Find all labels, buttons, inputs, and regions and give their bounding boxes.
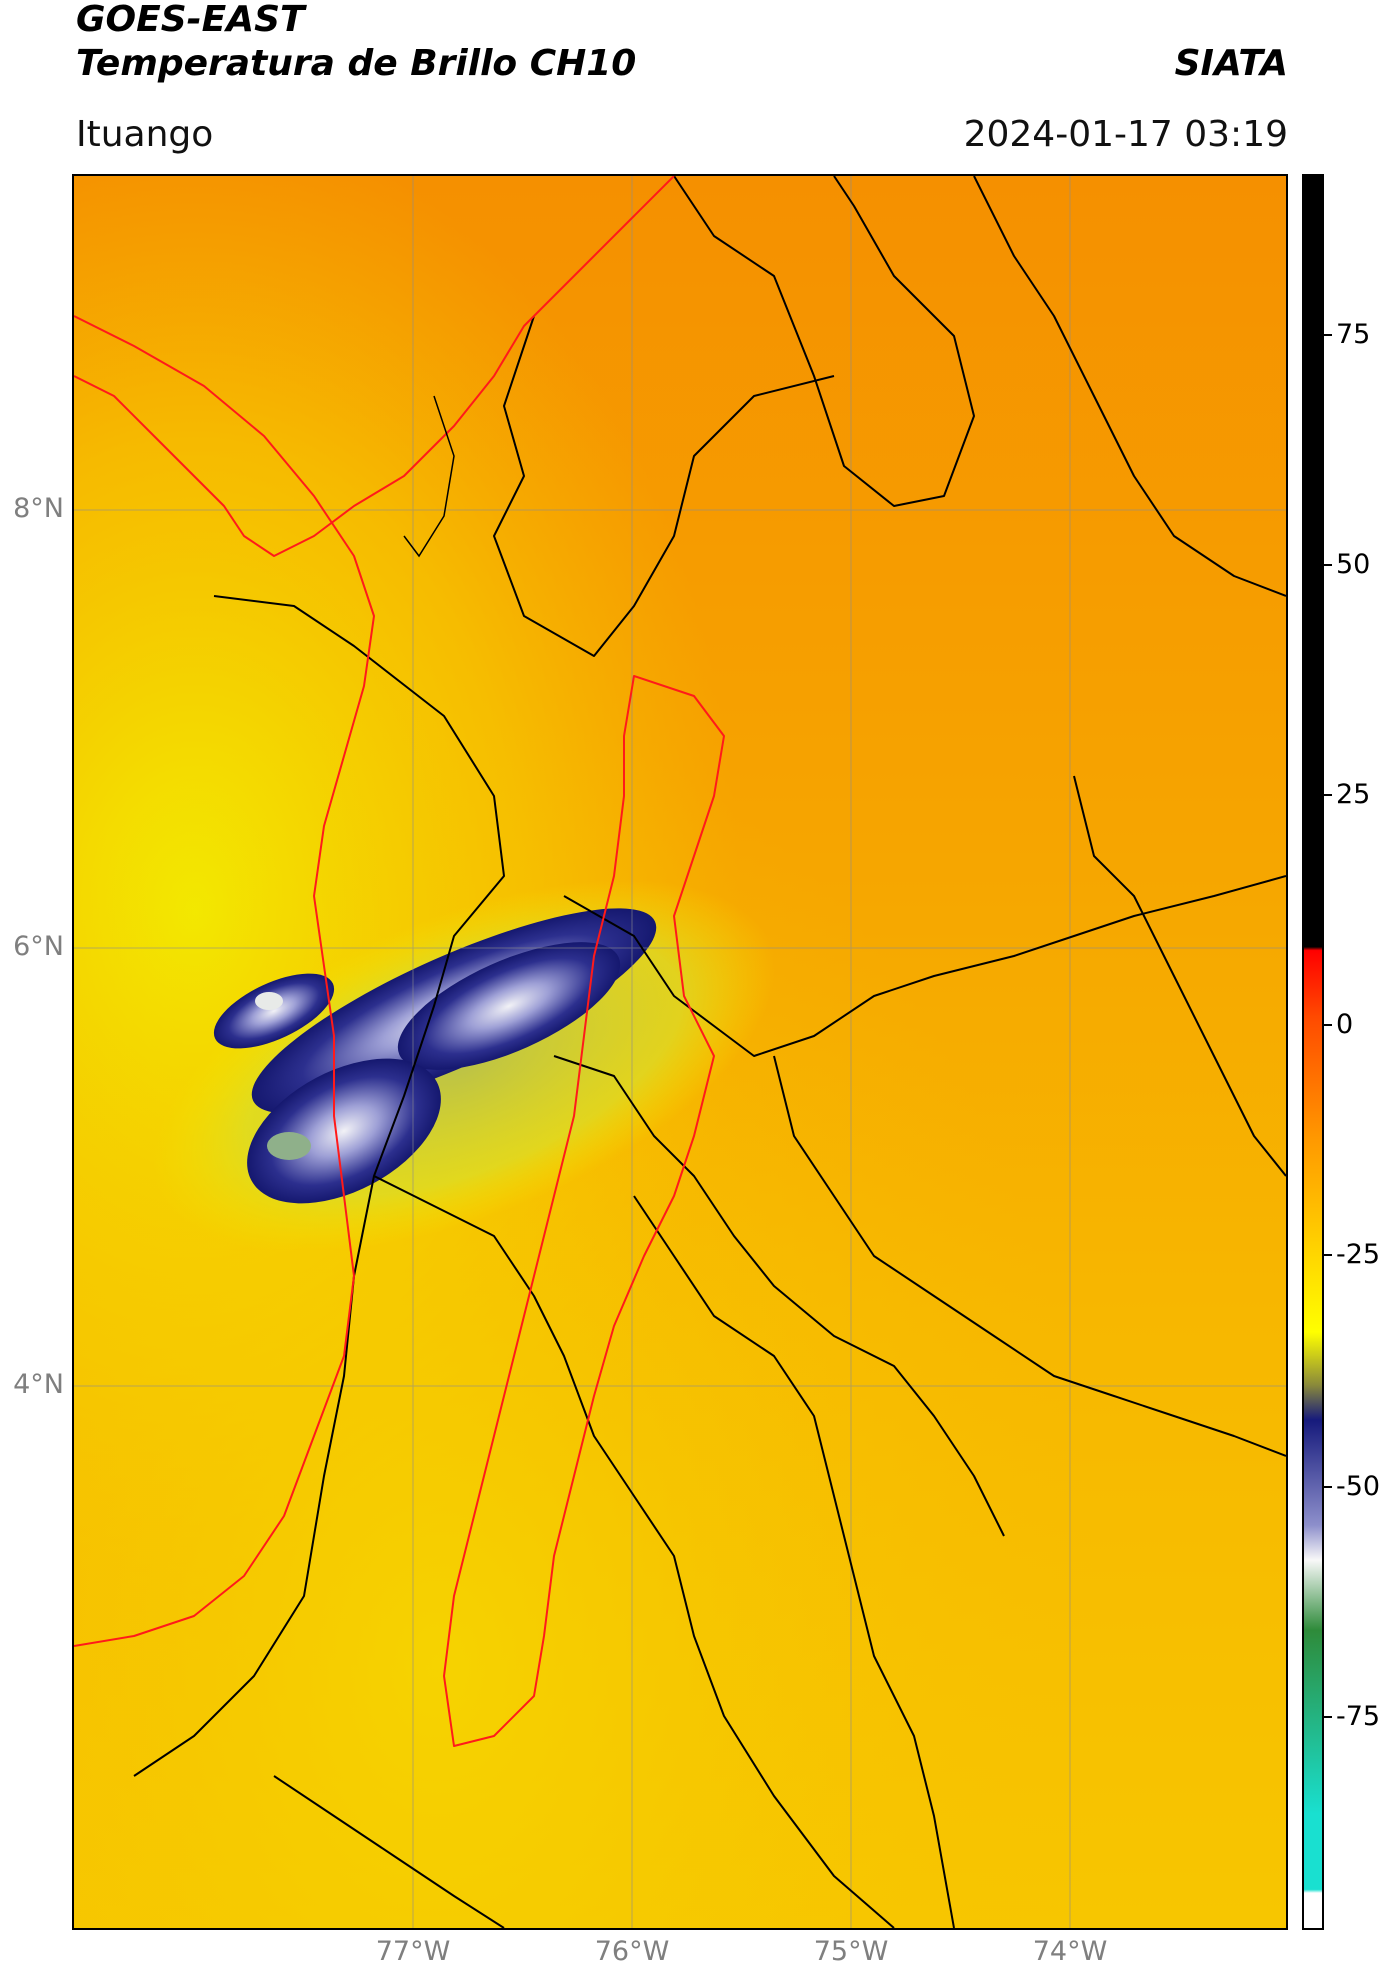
lat-label-8n: 8°N: [13, 493, 64, 524]
lon-label-77w: 77°W: [375, 1936, 451, 1967]
border-northeast: [973, 176, 1286, 597]
timestamp-label: 2024-01-17 03:19: [963, 114, 1288, 155]
basin-outlines: [74, 176, 725, 1747]
basin-cauca: [443, 675, 725, 1747]
border-north: [133, 595, 505, 1777]
graticule: [74, 176, 1286, 1928]
cloud-top-cold-spot: [267, 1132, 311, 1160]
colorbar-tick-neg25: [1324, 1254, 1332, 1256]
lat-label-4n: 4°N: [13, 1369, 64, 1400]
brand-title: SIATA: [1174, 43, 1288, 84]
product-title: Temperatura de Brillo CH10: [76, 43, 637, 84]
colorbar-tick-0: [1324, 1024, 1332, 1026]
lon-label-74w: 74°W: [1032, 1936, 1108, 1967]
colorbar-label-75: 75: [1336, 319, 1371, 350]
border-cundinamarca: [773, 1055, 1286, 1457]
colorbar-label-50: 50: [1336, 549, 1371, 580]
border-central: [563, 875, 1286, 1057]
colorbar-tick-75: [1324, 334, 1332, 336]
cloud-core-west: [213, 973, 335, 1049]
border-antioquia-west: [493, 315, 835, 657]
colorbar-tick-50: [1324, 564, 1332, 566]
administrative-borders: [133, 176, 1286, 1928]
cloud-core-east: [397, 942, 621, 1070]
coast-gulf-uraba: [403, 395, 455, 558]
lon-label-75w: 75°W: [813, 1936, 889, 1967]
region-label: Ituango: [76, 114, 214, 155]
border-valle: [373, 1175, 895, 1928]
colorbar-label-0: 0: [1336, 1009, 1354, 1040]
coastline-detail: [403, 395, 455, 558]
colorbar-tick-neg75: [1324, 1716, 1332, 1718]
lon-label-76w: 76°W: [594, 1936, 670, 1967]
satellite-title: GOES-EAST: [76, 0, 305, 40]
colorbar-label-neg25: -25: [1336, 1239, 1381, 1270]
convective-cloud-system: [152, 879, 776, 1253]
colorbar-tick-25: [1324, 794, 1332, 796]
cloud-core-south: [247, 1058, 441, 1204]
coastline-pacific: [74, 315, 375, 1647]
colorbar-fill: [1304, 176, 1322, 1928]
colorbar-label-neg75: -75: [1336, 1701, 1381, 1732]
cloud-top-white-spot: [255, 992, 283, 1010]
border-tolima: [633, 1195, 955, 1928]
lat-label-6n: 6°N: [13, 931, 64, 962]
coastline-caribbean: [74, 176, 675, 557]
border-caldas: [553, 1055, 1005, 1537]
border-south: [273, 1775, 505, 1928]
colorbar-label-25: 25: [1336, 779, 1371, 810]
satellite-map[interactable]: [72, 174, 1288, 1930]
border-east: [1073, 775, 1286, 1177]
temperature-colorbar: [1302, 174, 1324, 1930]
colorbar-label-neg50: -50: [1336, 1471, 1381, 1502]
colorbar-tick-neg50: [1324, 1486, 1332, 1488]
border-antioquia-east: [673, 176, 975, 507]
